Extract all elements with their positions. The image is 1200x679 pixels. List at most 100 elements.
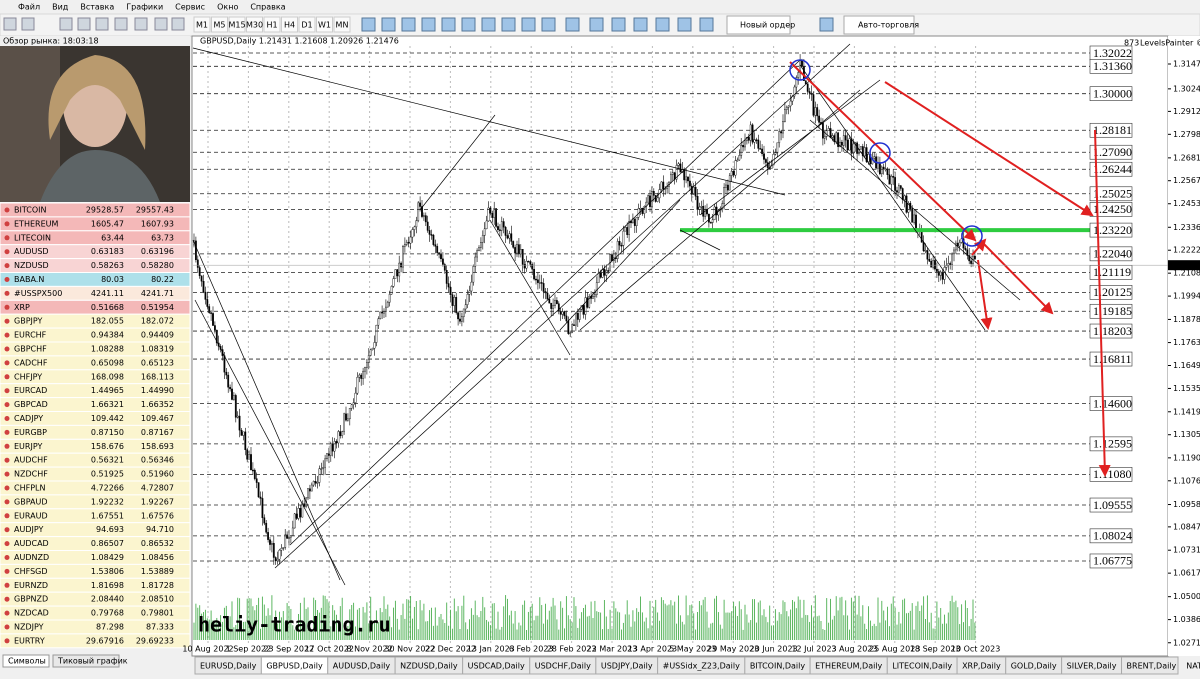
symbol-name: NZDCHF [14,470,48,479]
trend-line [419,114,496,211]
candle-body [713,206,716,220]
menu-item[interactable]: Вставка [80,3,114,12]
timeframe-button[interactable] [333,16,351,33]
tool-icon[interactable] [114,17,128,31]
date-label: 17 Oct 2022 [304,645,353,654]
price-tick-label: 1.22220 [1173,246,1200,255]
symbol-icon [4,207,10,213]
timeframe-button[interactable] [281,16,298,33]
level-label: 1.32022 [1093,46,1132,60]
tool-icon[interactable] [77,17,91,31]
menu-item[interactable]: Справка [250,3,285,12]
timeframe-button[interactable] [211,16,228,33]
tool-icon[interactable] [819,17,834,32]
symbol-icon [4,402,10,408]
tool-icon[interactable] [421,17,436,32]
ask-price: 94.710 [146,525,174,534]
bid-price: 168.098 [91,372,124,381]
candle-body [265,522,268,533]
candle-body [381,311,383,314]
menu-item[interactable]: Графики [126,3,163,12]
candle-body [728,175,731,191]
candle-body [485,220,488,230]
menu-item[interactable]: Окно [217,3,238,12]
candle-body [196,259,199,268]
candle-body [776,142,779,154]
timeframe-button[interactable] [193,16,211,33]
menu-item[interactable]: Файл [18,3,40,12]
candle-body [761,148,764,154]
timeframe-label: M30 [246,21,263,30]
candle-body [533,269,536,280]
price-tick-label: 1.17630 [1173,338,1200,347]
tool-icon[interactable] [611,17,626,32]
tool-icon[interactable] [59,17,73,31]
candle-body [215,329,218,344]
price-tick-label: 1.13050 [1173,430,1200,439]
candle-body [599,272,602,278]
symbol-icon [4,221,10,227]
timeframe-button[interactable] [228,16,246,33]
tool-icon[interactable] [521,17,536,32]
candle-body [502,221,505,228]
tool-icon[interactable] [21,17,35,31]
symbol-icon [4,249,10,255]
candle-body [506,235,509,239]
timeframe-button[interactable] [263,16,281,33]
tool-icon[interactable] [95,17,109,31]
tool-icon[interactable] [154,17,168,31]
tool-icon[interactable] [481,17,496,32]
tool-icon[interactable] [441,17,456,32]
candle-body [318,468,321,483]
symbol-icon [4,457,10,463]
chart-title: GBPUSD,Daily 1.21431 1.21608 1.20926 1.2… [200,37,399,46]
price-tick-label: 1.23360 [1173,223,1200,232]
candle-body [628,221,631,235]
candle-body [489,207,492,214]
candle-body [689,180,691,187]
panel-tab-label: Тиковый график [57,657,128,666]
tool-icon[interactable] [633,17,648,32]
symbol-row[interactable] [0,633,191,649]
panel-tab[interactable] [2,654,50,668]
tool-icon[interactable] [3,17,17,31]
tool-icon[interactable] [381,17,396,32]
date-label: 18 Sep 2023 [910,645,961,654]
new-order-button[interactable] [726,15,791,35]
timeframe-button[interactable] [246,16,263,33]
tool-icon[interactable] [361,17,376,32]
tool-icon[interactable] [171,17,185,31]
tool-icon[interactable] [655,17,670,32]
panel-tab[interactable] [52,654,120,668]
candle-body [795,77,798,88]
menu-item[interactable]: Сервис [175,3,205,12]
symbol-name: NZDCAD [14,609,49,618]
timeframe-button[interactable] [298,16,316,33]
symbol-name: CADJPY [14,414,43,423]
candle-body [588,296,591,308]
candle-body [747,137,750,141]
timeframe-button[interactable] [316,16,333,33]
tool-icon[interactable] [589,17,604,32]
candle-body [303,503,306,507]
tool-icon[interactable] [565,17,580,32]
candle-body [766,162,769,168]
candle-body [841,141,843,146]
autotrading-button[interactable] [843,15,915,35]
tool-icon[interactable] [677,17,692,32]
tool-icon[interactable] [401,17,416,32]
tool-icon[interactable] [699,17,714,32]
candle-body [563,311,566,317]
candle-body [882,166,885,170]
tool-icon[interactable] [461,17,476,32]
tool-icon[interactable] [501,17,516,32]
candle-body [225,371,228,376]
tool-icon[interactable] [541,17,556,32]
candle-body [717,210,720,216]
bid-price: 29.67916 [86,636,124,645]
candle-body [419,202,421,207]
chart-tab[interactable] [1121,656,1179,675]
tool-icon[interactable] [134,17,148,31]
menu-item[interactable]: Вид [52,3,69,12]
candle-body [470,281,473,292]
